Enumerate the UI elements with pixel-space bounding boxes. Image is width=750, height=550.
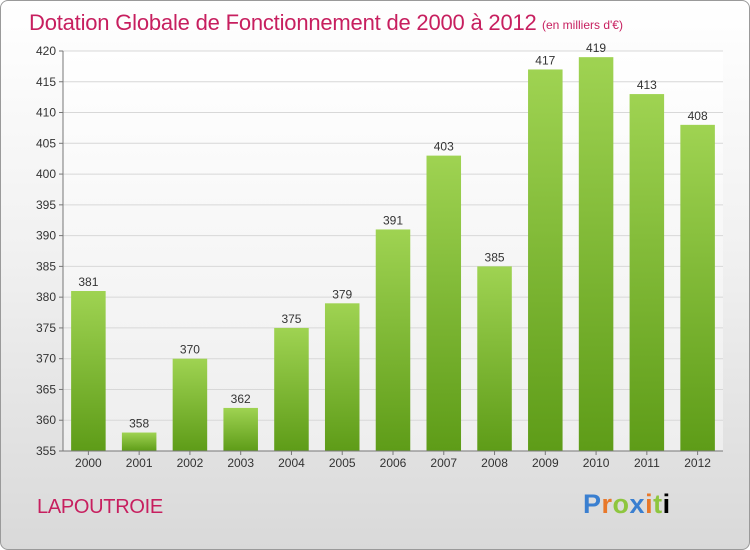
- bar-2011: [629, 94, 665, 452]
- data-label-2005: 379: [332, 287, 352, 301]
- bar-2012: [680, 124, 715, 451]
- x-tick-label-2007: 2007: [430, 456, 457, 470]
- bar-2001: [121, 432, 157, 451]
- logo-letter: r: [601, 489, 613, 519]
- data-label-2006: 391: [383, 213, 403, 227]
- x-tick-label-2004: 2004: [278, 456, 305, 470]
- y-tick-label: 355: [36, 444, 56, 458]
- bar-2009: [528, 69, 563, 451]
- bar-2007: [426, 155, 462, 451]
- y-tick-label: 365: [36, 382, 56, 396]
- data-label-2003: 362: [231, 392, 251, 406]
- y-tick-label: 380: [36, 290, 56, 304]
- data-label-2001: 358: [129, 417, 149, 431]
- data-label-2011: 413: [637, 78, 657, 92]
- x-tick-label-2010: 2010: [583, 456, 610, 470]
- x-tick-label-2012: 2012: [684, 456, 711, 470]
- x-tick-label-2002: 2002: [177, 456, 204, 470]
- bar-2010: [578, 57, 614, 452]
- y-tick-label: 375: [36, 321, 56, 335]
- y-tick-label: 410: [36, 106, 56, 120]
- bars: 381 358 370 362 375 379 391 403 385 417 419 413 408: [71, 41, 715, 452]
- x-axis: 2000 2001 2002 2003 2004 2005 2006 2007 2008 2009…: [63, 450, 723, 470]
- x-tick-label-2011: 2011: [634, 456, 660, 470]
- x-tick-label-2006: 2006: [380, 456, 407, 470]
- x-tick-label-2003: 2003: [227, 456, 254, 470]
- y-tick-label: 370: [36, 352, 56, 366]
- data-label-2000: 381: [78, 275, 98, 289]
- logo-letter: x: [629, 489, 646, 519]
- x-tick-label-2000: 2000: [75, 456, 102, 470]
- y-tick-label: 405: [36, 136, 56, 150]
- bar-2003: [223, 407, 258, 451]
- proxiti-logo: Proxiti: [583, 489, 671, 520]
- data-label-2004: 375: [281, 312, 301, 326]
- y-tick-label: 390: [36, 229, 56, 243]
- unit-note: (en milliers d'€): [542, 18, 623, 32]
- x-tick-label-2008: 2008: [481, 456, 508, 470]
- data-label-2010: 419: [586, 41, 606, 55]
- x-tick-label-2009: 2009: [532, 456, 559, 470]
- x-tick-label-2001: 2001: [126, 456, 153, 470]
- y-tick-label: 385: [36, 259, 56, 273]
- bar-2006: [375, 229, 411, 451]
- y-tick-label: 360: [36, 413, 56, 427]
- chart-title: Dotation Globale de Fonctionnement de 20…: [29, 10, 537, 35]
- logo-letter: i: [645, 489, 654, 519]
- logo-letter: i: [662, 489, 671, 519]
- bar-2000: [71, 291, 106, 451]
- y-tick-label: 415: [36, 75, 56, 89]
- data-label-2007: 403: [434, 140, 454, 154]
- place-name: LAPOUTROIE: [37, 496, 163, 518]
- x-tick-label-2005: 2005: [329, 456, 356, 470]
- y-tick-label: 420: [36, 44, 56, 58]
- bar-2008: [477, 266, 512, 451]
- bar-2005: [324, 303, 360, 451]
- logo-letter: P: [583, 489, 602, 519]
- y-tick-label: 400: [36, 167, 56, 181]
- data-label-2002: 370: [180, 343, 200, 357]
- data-label-2012: 408: [688, 109, 708, 123]
- bar-2002: [172, 358, 208, 451]
- bar-2004: [274, 327, 309, 451]
- data-label-2009: 417: [535, 53, 555, 67]
- data-label-2008: 385: [485, 250, 505, 264]
- y-axis: 355 360 365 370 375 380 385 390 395 400 405 410 415 4…: [36, 44, 64, 458]
- y-tick-label: 395: [36, 198, 56, 212]
- logo-letter: t: [653, 489, 663, 519]
- logo-letter: o: [612, 489, 630, 519]
